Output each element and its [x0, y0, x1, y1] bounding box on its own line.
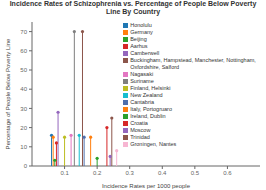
html-text:Moscow: Moscow — [130, 127, 151, 133]
html-text:Incidence Rates of Schizophren: Incidence Rates of Schizophrenia vs. Per… — [9, 0, 257, 15]
svg-text:Incidence Rates per 1000 peopl: Incidence Rates per 1000 people — [102, 183, 191, 189]
html-text:Germany: Germany — [130, 29, 153, 35]
html-text:Nagasaki: Nagasaki — [130, 71, 154, 77]
svg-text:0.2: 0.2 — [93, 170, 102, 176]
html-text:Italy, Portogruaro: Italy, Portogruaro — [130, 106, 172, 112]
svg-text:0.1: 0.1 — [60, 170, 69, 176]
svg-text:30: 30 — [20, 106, 27, 112]
html-text:Finland, Helsinki: Finland, Helsinki — [130, 85, 171, 91]
html-text:New Zealand: New Zealand — [130, 92, 163, 98]
html-text:Croatia: Croatia — [130, 120, 148, 126]
svg-text:10: 10 — [20, 144, 27, 150]
html-text:Beijing: Beijing — [130, 36, 147, 42]
svg-text:20: 20 — [20, 125, 27, 131]
html-text:Ireland, Dublin: Ireland, Dublin — [130, 113, 166, 119]
html-text:Groningen, Nantes: Groningen, Nantes — [130, 141, 177, 147]
svg-text:70: 70 — [20, 29, 27, 35]
html-text:Suriname: Suriname — [130, 78, 154, 84]
svg-text:0.6: 0.6 — [223, 170, 232, 176]
svg-text:0.3: 0.3 — [126, 170, 135, 176]
svg-text:0.5: 0.5 — [191, 170, 200, 176]
html-text:Honolulu: Honolulu — [130, 22, 152, 28]
svg-text:Percentage of People Below Pov: Percentage of People Below Poverty Line — [8, 38, 11, 149]
html-text:Buckingham, Hampstead, Manches: Buckingham, Hampstead, Manchester, Notti… — [130, 57, 256, 70]
svg-text:50: 50 — [20, 67, 27, 73]
html-text:Aarhus: Aarhus — [130, 43, 148, 49]
html-text:Trinidad: Trinidad — [130, 134, 150, 140]
svg-text:60: 60 — [20, 48, 27, 54]
html-text:Cantabria: Cantabria — [130, 99, 154, 105]
svg-text:40: 40 — [20, 86, 27, 92]
svg-text:0: 0 — [24, 163, 28, 169]
html-text:Camberwell: Camberwell — [130, 50, 160, 56]
svg-text:0.4: 0.4 — [158, 170, 167, 176]
